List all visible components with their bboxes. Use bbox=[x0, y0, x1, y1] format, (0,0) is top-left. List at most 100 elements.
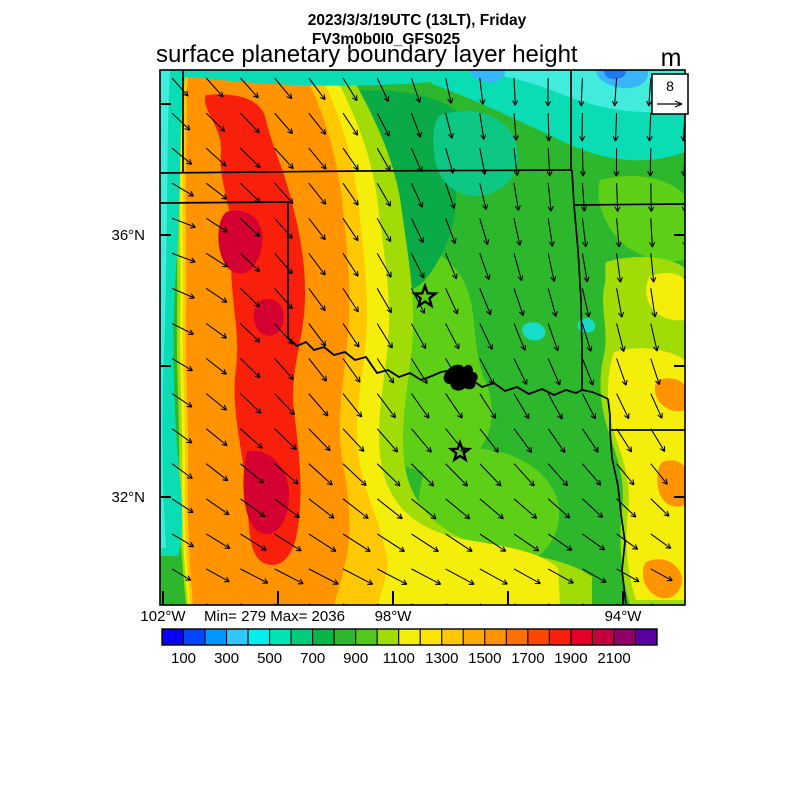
wind-arrow bbox=[581, 183, 588, 212]
colorbar-cell bbox=[376, 628, 400, 646]
colorbar-cell bbox=[183, 628, 206, 646]
teal-top-left-strip bbox=[160, 70, 432, 86]
colorbar-cell bbox=[204, 628, 228, 646]
wind-arrow bbox=[547, 358, 561, 386]
colorbar-label: 100 bbox=[171, 650, 196, 667]
wind-arrow bbox=[376, 358, 395, 384]
wind-arrow bbox=[445, 323, 460, 350]
wind-arrow bbox=[376, 288, 392, 314]
wind-arrow bbox=[342, 533, 371, 553]
state-border-line bbox=[581, 389, 609, 400]
wind-arrow bbox=[342, 77, 358, 102]
wind-arrow bbox=[581, 323, 593, 352]
wind-arrow bbox=[445, 218, 457, 245]
light-green-right bbox=[598, 175, 685, 262]
wind-arrow bbox=[581, 288, 591, 318]
wind-arrow bbox=[308, 182, 327, 205]
wind-arrow bbox=[616, 393, 630, 420]
state-border-line bbox=[160, 201, 289, 204]
wind-arrow bbox=[650, 533, 672, 549]
wind-arrow bbox=[171, 533, 195, 548]
wind-arrow bbox=[650, 498, 670, 517]
colorbar-frame bbox=[161, 628, 658, 646]
colorbar-cell bbox=[570, 628, 593, 646]
wind-arrow bbox=[274, 498, 301, 519]
colorbar-label: 500 bbox=[257, 650, 282, 667]
colorbar-cell bbox=[462, 628, 486, 646]
wind-arrow bbox=[547, 218, 555, 247]
wind-arrow bbox=[650, 428, 666, 452]
longitude-label: 94°W bbox=[605, 608, 643, 625]
city-star-marker bbox=[411, 282, 439, 309]
colorbar-label: 1900 bbox=[554, 650, 587, 667]
wind-arrow bbox=[240, 112, 260, 134]
units-label: m bbox=[661, 44, 682, 72]
wind-arrow bbox=[616, 253, 623, 283]
model-name: FV3m0b0I0_GFS025 bbox=[312, 31, 461, 48]
colorbar-cell bbox=[527, 628, 550, 646]
wind-arrow bbox=[342, 323, 360, 348]
wind-arrow bbox=[646, 77, 653, 107]
colorbar-cell bbox=[398, 628, 421, 646]
state-border-line bbox=[160, 169, 573, 174]
wind-arrow bbox=[616, 428, 633, 453]
cyan-left-line bbox=[160, 70, 170, 548]
wind-arrow bbox=[240, 463, 265, 484]
wind-arrow bbox=[684, 463, 685, 465]
wind-arrow bbox=[612, 113, 619, 142]
colorbar: 100 300 500 700 900 1100 1300 1500 1700 1900 2100 bbox=[161, 628, 658, 667]
wind-arrow bbox=[684, 533, 685, 535]
wind-arrow bbox=[445, 147, 455, 174]
colorbar-label: 2100 bbox=[597, 650, 630, 667]
wind-arrow bbox=[205, 428, 228, 447]
wind-arrow bbox=[581, 393, 597, 420]
colorbar-cell bbox=[161, 628, 185, 646]
wind-arrow bbox=[274, 252, 293, 275]
state-border-line bbox=[573, 203, 685, 206]
wind-arrow bbox=[479, 113, 487, 140]
wind-arrow bbox=[308, 288, 326, 312]
wind-arrow bbox=[274, 568, 304, 585]
cyan-dot-1 bbox=[522, 322, 546, 341]
wind-arrow bbox=[274, 358, 294, 381]
wind-arrow bbox=[616, 358, 628, 386]
wind-arrow bbox=[240, 323, 261, 343]
blue-spot-3 bbox=[604, 70, 627, 80]
wind-arrow bbox=[547, 428, 566, 454]
wind-arrow bbox=[650, 253, 657, 283]
wind-arrow bbox=[684, 498, 685, 500]
wind-arrow bbox=[171, 463, 193, 480]
wind-arrow bbox=[205, 287, 228, 303]
wind-arrow bbox=[342, 112, 359, 136]
wind-arrow bbox=[479, 148, 488, 175]
wind-arrow bbox=[274, 463, 299, 485]
colorbar-cell bbox=[226, 628, 249, 646]
wind-arrow bbox=[240, 568, 269, 584]
colorbar-label: 1700 bbox=[511, 650, 544, 667]
wind-arrow bbox=[614, 183, 621, 212]
geography-border-layer bbox=[160, 70, 685, 605]
wind-arrow bbox=[445, 498, 471, 520]
wind-arrow bbox=[513, 183, 521, 211]
longitude-label: 98°W bbox=[375, 608, 413, 625]
wind-arrow bbox=[308, 77, 326, 101]
colorbar-cell bbox=[290, 628, 314, 646]
wind-arrow bbox=[650, 288, 658, 318]
wind-arrow bbox=[205, 182, 228, 200]
wind-arrow bbox=[479, 288, 492, 316]
wind-arrow bbox=[205, 358, 227, 375]
state-border-line bbox=[607, 398, 611, 430]
wind-arrow bbox=[479, 568, 508, 585]
ref-wind-box: 8 bbox=[651, 73, 689, 115]
wind-arrow bbox=[205, 323, 228, 339]
wind-arrow bbox=[205, 252, 228, 268]
wind-arrow bbox=[547, 463, 569, 487]
wind-arrow bbox=[171, 252, 196, 264]
wind-arrow bbox=[308, 323, 327, 347]
wind-arrow bbox=[512, 113, 519, 141]
wind-arrow bbox=[578, 77, 585, 107]
wind-arrow bbox=[308, 147, 327, 170]
wind-arrow bbox=[579, 148, 586, 177]
wind-arrow bbox=[445, 253, 458, 280]
wind-arrow bbox=[410, 112, 422, 138]
